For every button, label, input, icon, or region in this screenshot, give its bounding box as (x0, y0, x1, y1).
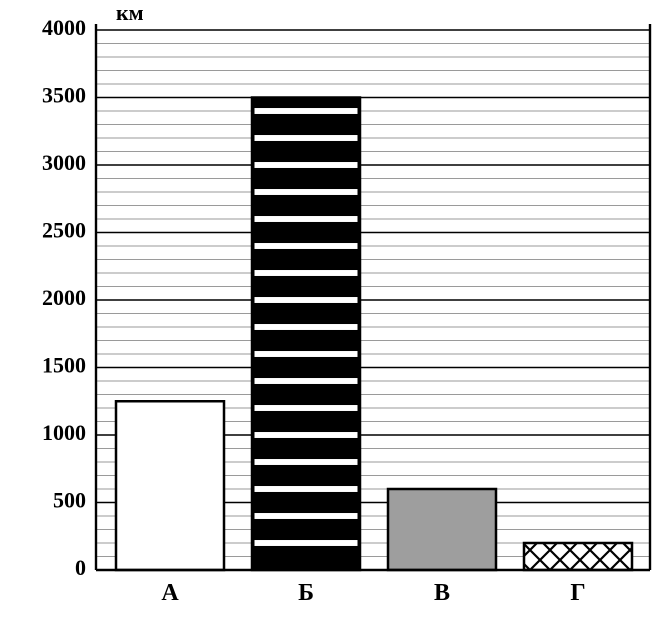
bar (116, 401, 224, 570)
y-tick-label: 1500 (42, 353, 86, 378)
bar-chart: 0 500 1000 1500 2000 2500 3000 3500 4000 А Б В Гкм (0, 0, 670, 626)
y-tick-label: 3000 (42, 150, 86, 175)
y-tick-label: 3500 (42, 83, 86, 108)
y-tick-label: 500 (53, 488, 86, 513)
y-tick-label: 2500 (42, 218, 86, 243)
bar (524, 543, 632, 570)
y-axis-title: км (116, 0, 144, 25)
y-tick-label: 0 (75, 555, 86, 580)
category-label: В (434, 580, 450, 606)
category-label: А (161, 580, 179, 606)
y-tick-label: 4000 (42, 15, 86, 40)
y-tick-label: 1000 (42, 420, 86, 445)
category-label: Б (298, 580, 314, 606)
category-label: Г (570, 580, 585, 606)
bar (388, 489, 496, 570)
y-tick-label: 2000 (42, 285, 86, 310)
bar (252, 98, 360, 571)
